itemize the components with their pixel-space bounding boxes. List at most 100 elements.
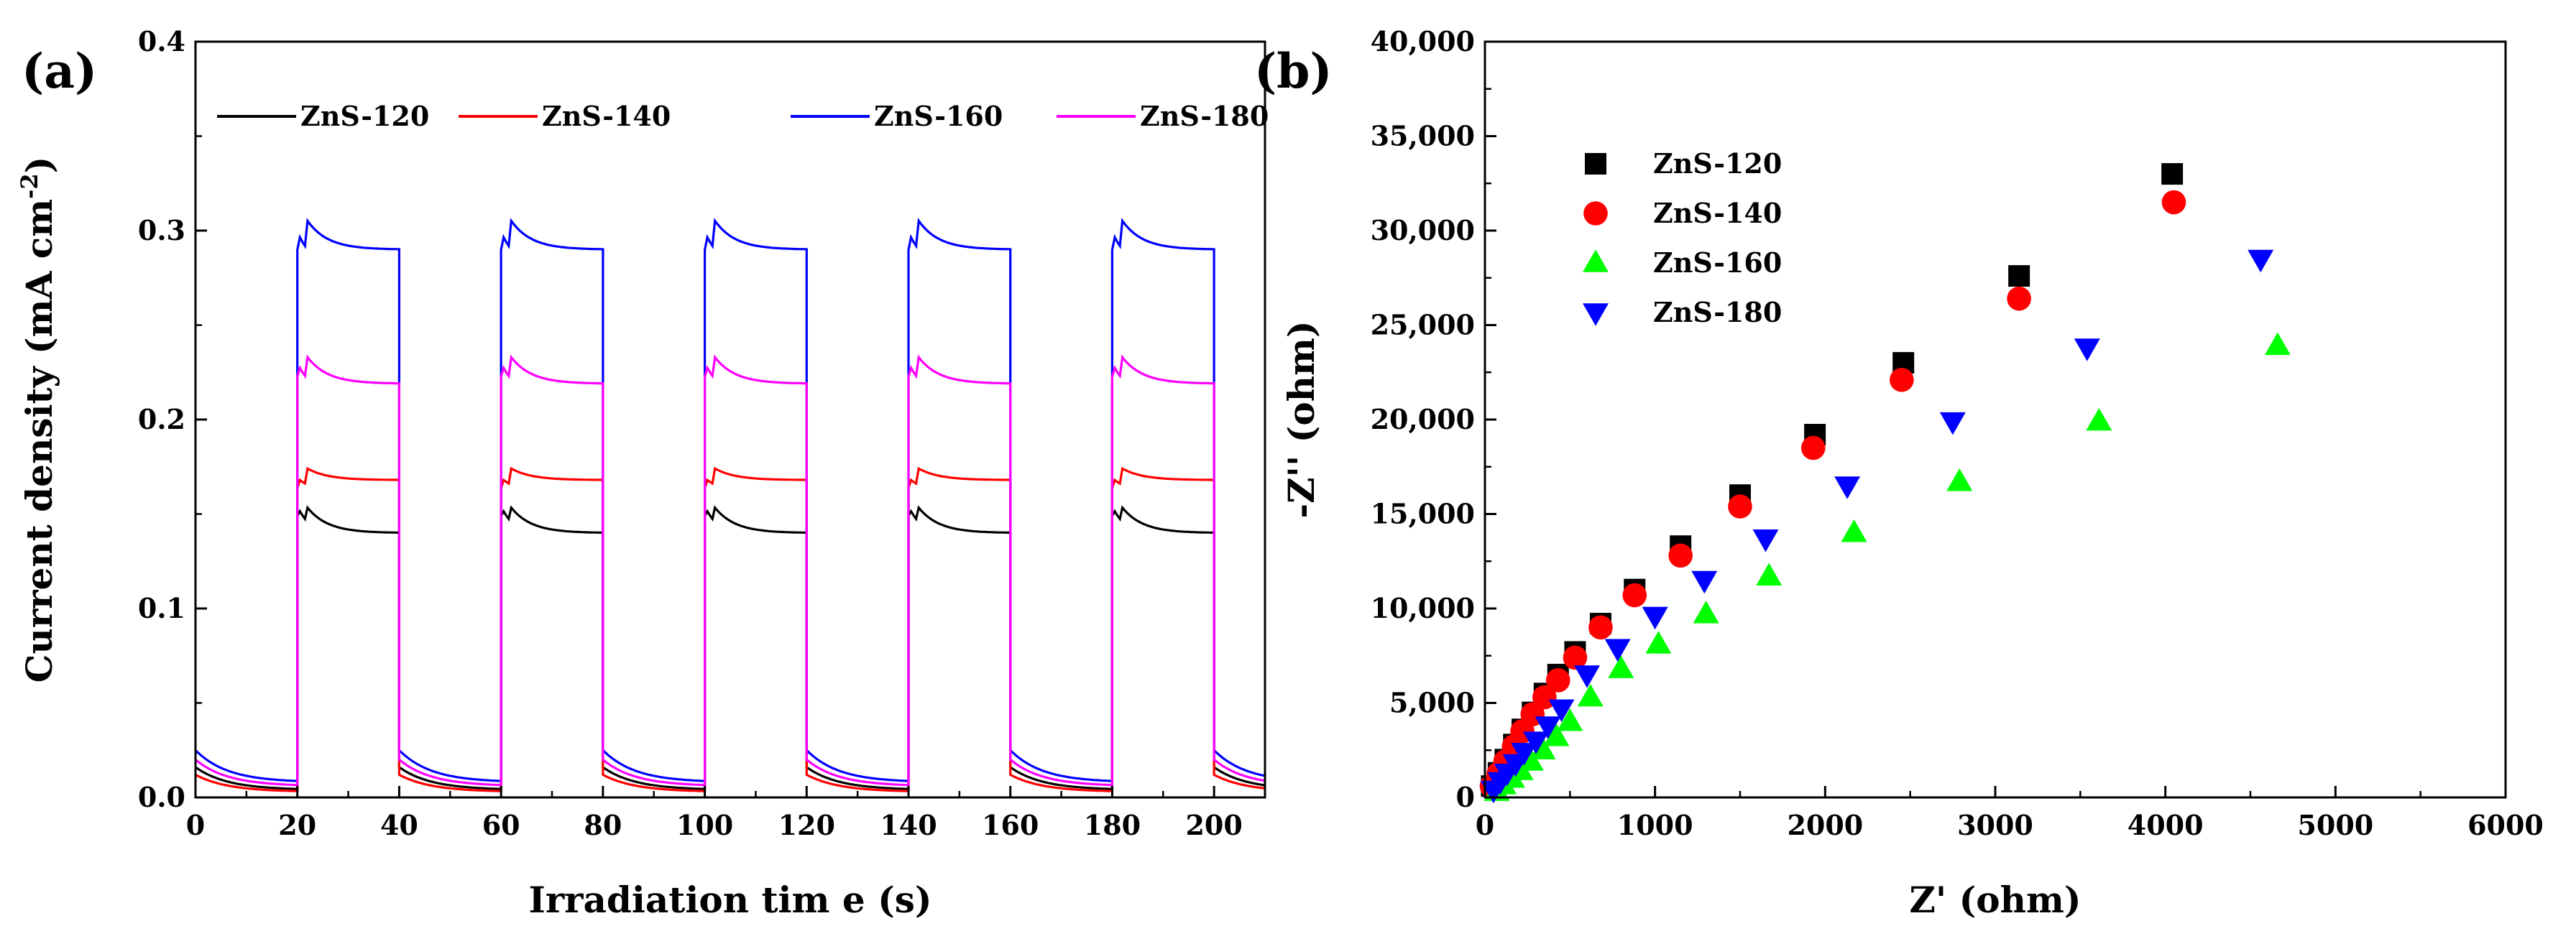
data-point-zns-140 bbox=[1588, 615, 1613, 640]
x-tick-label: 40 bbox=[380, 809, 418, 841]
legend-label-zns-140: ZnS-140 bbox=[542, 100, 671, 132]
panel-b-x-axis-title: Z' (ohm) bbox=[1909, 879, 2081, 921]
data-point-zns-180 bbox=[1939, 412, 1966, 435]
panel-a-ticks: 0 20 40 60 80 100 120 140 160 180 200 0.0 0.1 0.2 0.3 0… bbox=[138, 25, 1243, 841]
y-tick-label: 0.2 bbox=[138, 403, 185, 435]
data-point-zns-180 bbox=[2248, 249, 2274, 273]
data-point-zns-180 bbox=[1535, 716, 1561, 739]
data-point-zns-180 bbox=[1574, 665, 1600, 688]
data-point-zns-160 bbox=[1517, 748, 1544, 771]
data-point-zns-160 bbox=[1530, 736, 1556, 759]
data-point-zns-120 bbox=[2161, 163, 2184, 185]
panel-b-series-group bbox=[1479, 163, 2291, 804]
panel-b-ticks: 0 1000 2000 3000 4000 5000 6000 0 5,000 10,000 15,… bbox=[1371, 25, 2544, 841]
data-point-zns-160 bbox=[1693, 601, 1719, 624]
panel-a-legend: ZnS-120 ZnS-140 ZnS-160 ZnS-180 bbox=[217, 100, 1269, 132]
y-tick-label: 15,000 bbox=[1371, 498, 1475, 530]
y-axis-title-close: ) bbox=[18, 157, 60, 174]
data-point-zns-140 bbox=[2007, 286, 2031, 311]
y-tick-label: 10,000 bbox=[1371, 592, 1475, 624]
series-zns-140 bbox=[1479, 190, 2186, 799]
data-point-zns-140 bbox=[1545, 668, 1570, 693]
panel-b-impedance-chart: (b) 0 1000 2000 3000 4000 5000 6000 0 5,000 10,00… bbox=[1254, 25, 2544, 921]
series-zns-160 bbox=[1484, 332, 2291, 801]
data-point-zns-180 bbox=[1511, 743, 1537, 766]
x-tick-label: 0 bbox=[186, 809, 205, 841]
y-tick-label: 0 bbox=[1456, 781, 1475, 813]
x-tick-label: 200 bbox=[1185, 809, 1242, 841]
series-line-zns-180 bbox=[196, 354, 1265, 787]
data-point-zns-140 bbox=[1668, 543, 1693, 568]
panel-a-plot-frame bbox=[194, 40, 1266, 799]
data-point-zns-140 bbox=[1890, 367, 1914, 392]
panel-a-series-group bbox=[196, 218, 1265, 792]
panel-b-label: (b) bbox=[1254, 43, 1333, 99]
data-point-zns-180 bbox=[1604, 639, 1631, 662]
series-line-zns-160 bbox=[196, 218, 1265, 782]
legend-marker-zns-160 bbox=[1583, 249, 1609, 272]
data-point-zns-160 bbox=[2086, 407, 2112, 431]
y-axis-title-main: Current density (mA cm bbox=[18, 199, 60, 682]
data-point-zns-160 bbox=[1645, 631, 1672, 654]
panel-b-y-axis-title: -Z'' (ohm) bbox=[1280, 320, 1322, 518]
series-zns-180 bbox=[1480, 249, 2274, 804]
panel-b-legend: ZnS-120 ZnS-140 ZnS-160 ZnS-180 bbox=[1583, 147, 1782, 328]
panel-a-x-axis-title: Irradiation tim e (s) bbox=[528, 879, 932, 921]
legend-marker-zns-180 bbox=[1583, 303, 1609, 326]
legend-marker-zns-120 bbox=[1585, 153, 1606, 175]
data-point-zns-140 bbox=[2161, 190, 2186, 215]
x-tick-label: 160 bbox=[982, 809, 1039, 841]
data-point-zns-160 bbox=[1557, 708, 1583, 731]
data-point-zns-160 bbox=[1577, 683, 1604, 707]
panel-a-label: (a) bbox=[22, 43, 97, 99]
data-point-zns-140 bbox=[1563, 645, 1588, 670]
data-point-zns-180 bbox=[1691, 570, 1718, 594]
panel-a-y-axis-title: Current density (mA cm-2) bbox=[16, 157, 60, 683]
x-tick-label: 60 bbox=[482, 809, 520, 841]
series-line-zns-140 bbox=[196, 466, 1265, 792]
x-tick-label: 4000 bbox=[2128, 809, 2204, 841]
y-tick-label: 40,000 bbox=[1371, 25, 1475, 57]
data-point-zns-160 bbox=[1608, 655, 1634, 678]
data-point-zns-160 bbox=[1756, 563, 1782, 586]
data-point-zns-140 bbox=[1532, 685, 1557, 710]
data-point-zns-160 bbox=[2264, 332, 2291, 356]
data-point-zns-160 bbox=[1543, 723, 1570, 746]
y-tick-label: 0.1 bbox=[138, 592, 185, 624]
y-axis-title-superscript: -2 bbox=[16, 173, 43, 199]
panel-a-current-density-chart: (a) 0 20 40 60 80 100 120 140 160 180 200 0.0 0.1 0.2… bbox=[16, 25, 1269, 921]
data-point-zns-140 bbox=[1800, 435, 1826, 460]
legend-label-zns-140: ZnS-140 bbox=[1653, 197, 1782, 229]
y-tick-label: 25,000 bbox=[1371, 309, 1475, 341]
data-point-zns-140 bbox=[1728, 494, 1752, 519]
data-point-zns-160 bbox=[1841, 519, 1867, 542]
y-tick-label: 35,000 bbox=[1371, 120, 1475, 152]
x-tick-label: 2000 bbox=[1787, 809, 1863, 841]
data-point-zns-180 bbox=[1752, 529, 1779, 552]
legend-label-zns-160: ZnS-160 bbox=[1653, 246, 1782, 279]
x-tick-label: 100 bbox=[676, 809, 733, 841]
data-point-zns-120 bbox=[2008, 265, 2030, 287]
x-tick-label: 80 bbox=[584, 809, 622, 841]
legend-marker-zns-140 bbox=[1583, 201, 1608, 226]
legend-label-zns-120: ZnS-120 bbox=[1653, 147, 1782, 180]
x-tick-label: 0 bbox=[1476, 809, 1494, 841]
y-tick-label: 5,000 bbox=[1389, 687, 1475, 719]
legend-label-zns-180: ZnS-180 bbox=[1653, 296, 1782, 328]
x-tick-label: 3000 bbox=[1957, 809, 2033, 841]
legend-label-zns-180: ZnS-180 bbox=[1140, 100, 1269, 132]
data-point-zns-180 bbox=[1834, 476, 1861, 499]
y-tick-label: 0.3 bbox=[138, 214, 185, 246]
y-tick-label: 30,000 bbox=[1371, 214, 1475, 246]
x-tick-label: 120 bbox=[778, 809, 835, 841]
panel-b-plot-frame bbox=[1484, 40, 2507, 799]
y-tick-label: 0.0 bbox=[138, 781, 185, 813]
data-point-zns-180 bbox=[1523, 731, 1549, 754]
data-point-zns-180 bbox=[1548, 699, 1575, 723]
x-tick-label: 140 bbox=[880, 809, 937, 841]
data-point-zns-140 bbox=[1622, 583, 1647, 608]
legend-label-zns-120: ZnS-120 bbox=[300, 100, 429, 132]
x-tick-label: 20 bbox=[278, 809, 316, 841]
x-tick-label: 6000 bbox=[2467, 809, 2544, 841]
x-tick-label: 1000 bbox=[1617, 809, 1693, 841]
